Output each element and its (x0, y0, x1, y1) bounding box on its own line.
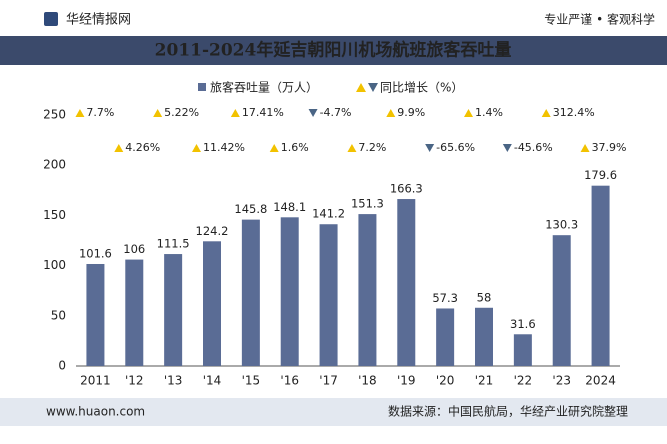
x-tick-label: '19 (397, 374, 416, 388)
y-tick-label: 50 (51, 308, 66, 322)
data-label: 31.6 (510, 317, 536, 331)
legend-label: 旅客吞吐量（万人） (210, 80, 318, 95)
data-label: 148.1 (273, 200, 306, 214)
bar (397, 199, 416, 366)
growth-marker (541, 109, 551, 117)
legend-swatch (356, 83, 366, 92)
bar (280, 217, 299, 366)
growth-marker (464, 109, 473, 117)
legend-swatch (198, 83, 206, 91)
y-tick-label: 0 (58, 359, 66, 373)
data-label: 106 (123, 242, 145, 256)
growth-marker (269, 144, 279, 152)
y-tick-label: 200 (43, 158, 66, 172)
logo (44, 12, 58, 26)
growth-marker (114, 144, 124, 152)
x-tick-label: '18 (358, 374, 377, 388)
growth-label: 312.4% (553, 106, 595, 119)
growth-label: 17.41% (242, 106, 284, 119)
bar (125, 259, 144, 366)
x-tick-label: '23 (552, 374, 571, 388)
x-tick-label: '14 (203, 374, 222, 388)
growth-marker (192, 144, 201, 152)
data-label: 130.3 (545, 218, 578, 232)
title-bar (0, 36, 667, 65)
bar (203, 241, 221, 366)
growth-label: -45.6% (514, 141, 553, 154)
data-label: 57.3 (432, 291, 458, 305)
growth-marker (308, 109, 318, 117)
x-tick-label: '15 (242, 374, 261, 388)
growth-marker (580, 144, 590, 152)
growth-label: 4.26% (125, 141, 160, 154)
bar (319, 224, 338, 366)
footer-bar (0, 398, 667, 426)
legend-label: 同比增长（%） (380, 81, 463, 95)
growth-label: 7.2% (358, 141, 386, 154)
bar (513, 334, 532, 366)
x-tick-label: '17 (319, 374, 338, 388)
growth-marker (75, 109, 85, 117)
x-tick-label: '13 (164, 374, 183, 388)
bar (436, 308, 455, 366)
data-label: 124.2 (196, 224, 229, 238)
data-label: 111.5 (157, 237, 190, 251)
bar (164, 254, 183, 366)
y-tick-label: 100 (43, 258, 66, 272)
slogan: 专业严谨 • 客观科学 (544, 12, 655, 27)
growth-label: 9.9% (397, 106, 425, 119)
x-tick-label: '21 (475, 374, 494, 388)
growth-label: 7.7% (86, 106, 114, 119)
y-tick-label: 250 (43, 108, 66, 122)
growth-marker (425, 144, 435, 152)
website: www.huaon.com (46, 405, 145, 419)
x-tick-label: 2011 (80, 374, 111, 388)
x-tick-label: '20 (436, 374, 455, 388)
bar (86, 263, 105, 366)
x-tick-label: '22 (514, 374, 533, 388)
growth-label: -65.6% (436, 141, 475, 154)
growth-marker (502, 144, 512, 152)
growth-label: 1.4% (475, 106, 503, 119)
legend-swatch (368, 83, 378, 92)
data-label: 179.6 (584, 168, 617, 182)
growth-marker (230, 109, 240, 117)
growth-marker (386, 109, 396, 117)
bar (358, 214, 377, 366)
data-label: 141.2 (312, 207, 345, 221)
brand: 华经情报网 (66, 13, 131, 28)
growth-label: -4.7% (320, 106, 352, 119)
y-tick-label: 150 (43, 208, 66, 222)
data-label: 58 (477, 290, 492, 304)
bar (591, 185, 610, 366)
x-tick-label: 2024 (585, 374, 616, 388)
growth-marker (347, 144, 357, 152)
growth-label: 1.6% (281, 141, 309, 154)
chart-title: 2011-2024年延吉朝阳川机场航班旅客吞吐量 (155, 40, 512, 61)
growth-label: 11.42% (203, 141, 245, 154)
growth-marker (153, 109, 163, 117)
x-tick-label: '12 (125, 374, 144, 388)
growth-label: 5.22% (164, 106, 199, 119)
source: 数据来源：中国民航局，华经产业研究院整理 (388, 404, 628, 419)
data-label: 145.8 (234, 202, 267, 216)
bar (475, 307, 493, 366)
x-tick-label: '16 (280, 374, 299, 388)
data-label: 166.3 (390, 182, 423, 196)
growth-label: 37.9% (592, 141, 627, 154)
data-label: 101.6 (79, 246, 112, 260)
data-label: 151.3 (351, 197, 384, 211)
bar (241, 219, 260, 366)
bar (552, 235, 571, 366)
